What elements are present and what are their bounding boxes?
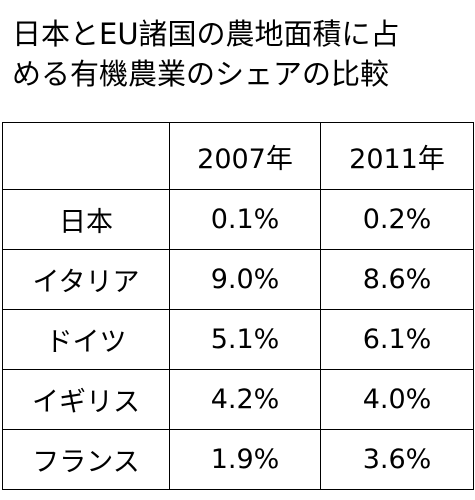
country-cell: フランス — [2, 429, 170, 490]
value-cell: 1.9% — [169, 429, 321, 490]
title-line: 日本とEU諸国の農地面積に占 — [12, 17, 400, 51]
header-cell: 2011年 — [320, 122, 474, 190]
row: イタリア 9.0% 8.6% — [2, 249, 474, 310]
value-cell: 5.1% — [169, 309, 321, 370]
title: 日本とEU諸国の農地面積に占 める有機農業のシェアの比較 — [12, 14, 400, 94]
header-row: 2007年 2011年 — [2, 122, 474, 190]
data-table: 2007年 2011年 日本 0.1% 0.2% イタリア 9.0% 8.6% … — [2, 122, 474, 490]
row: イギリス 4.2% 4.0% — [2, 369, 474, 430]
title-line: める有機農業のシェアの比較 — [12, 57, 390, 91]
value-cell: 6.1% — [320, 309, 474, 370]
value-cell: 4.0% — [320, 369, 474, 430]
value-cell: 0.1% — [169, 189, 321, 250]
row: フランス 1.9% 3.6% — [2, 429, 474, 490]
country-cell: イギリス — [2, 369, 170, 430]
row: ドイツ 5.1% 6.1% — [2, 309, 474, 370]
header-cell: 2007年 — [169, 122, 321, 190]
value-cell: 3.6% — [320, 429, 474, 490]
value-cell: 9.0% — [169, 249, 321, 310]
country-cell: イタリア — [2, 249, 170, 310]
value-cell: 4.2% — [169, 369, 321, 430]
country-cell: ドイツ — [2, 309, 170, 370]
row: 日本 0.1% 0.2% — [2, 189, 474, 250]
value-cell: 0.2% — [320, 189, 474, 250]
header-cell — [2, 122, 170, 190]
value-cell: 8.6% — [320, 249, 474, 310]
country-cell: 日本 — [2, 189, 170, 250]
